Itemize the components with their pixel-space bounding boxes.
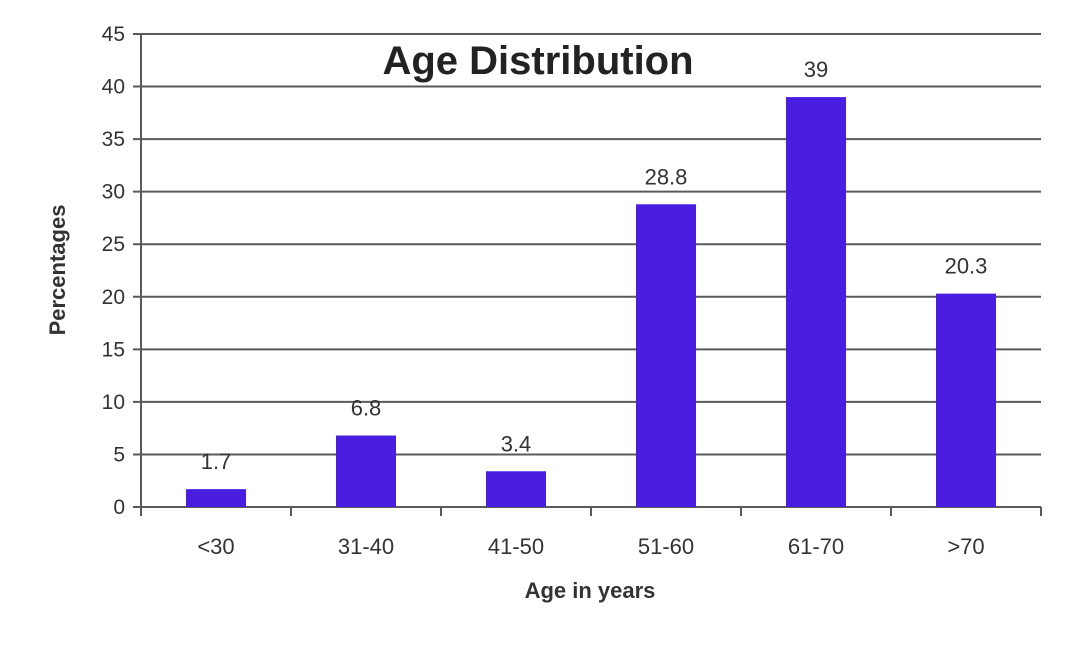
data-label: 6.8 <box>351 396 382 421</box>
y-axis-title: Percentages <box>45 205 70 336</box>
bar <box>186 489 246 507</box>
x-tick-label: 51-60 <box>638 534 694 559</box>
y-tick-label: 30 <box>102 181 125 204</box>
y-tick-label: 25 <box>102 233 125 256</box>
x-axis-title: Age in years <box>525 578 656 603</box>
data-label: 3.4 <box>501 431 532 456</box>
y-tick-label: 0 <box>113 496 125 519</box>
x-tick-label: <30 <box>197 534 234 559</box>
y-tick-label: 10 <box>102 391 125 414</box>
y-tick-label: 20 <box>102 286 125 309</box>
x-tick-label: 41-50 <box>488 534 544 559</box>
data-label: 39 <box>804 57 828 82</box>
bar <box>336 435 396 507</box>
y-tick-label: 45 <box>102 23 125 46</box>
data-label: 28.8 <box>645 164 688 189</box>
x-tick-label: 31-40 <box>338 534 394 559</box>
data-label: 20.3 <box>945 254 988 279</box>
y-tick-label: 15 <box>102 338 125 361</box>
bar <box>486 471 546 507</box>
bar <box>636 204 696 507</box>
y-tick-label: 35 <box>102 128 125 151</box>
y-tick-label: 40 <box>102 76 125 99</box>
bar <box>936 293 996 507</box>
chart-title: Age Distribution <box>382 39 693 83</box>
data-label: 1.7 <box>201 449 232 474</box>
y-tick-label: 5 <box>113 443 125 466</box>
x-tick-label: >70 <box>947 534 984 559</box>
bar <box>786 97 846 508</box>
x-tick-label: 61-70 <box>788 534 844 559</box>
